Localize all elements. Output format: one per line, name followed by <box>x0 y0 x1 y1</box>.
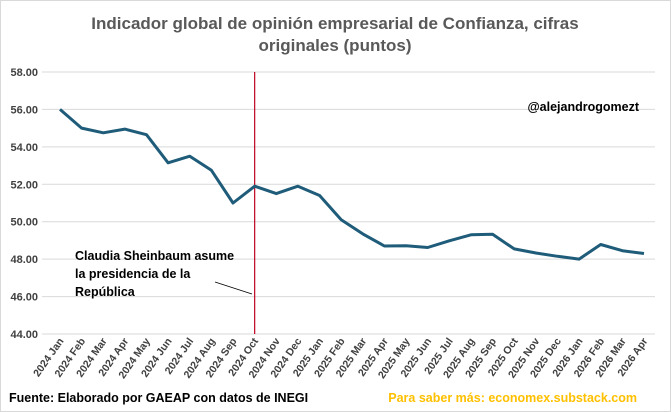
y-tick-label: 48.00 <box>10 254 38 266</box>
y-tick-label: 54.00 <box>10 142 38 154</box>
author-handle: @alejandrogomezt <box>527 100 639 114</box>
y-tick-label: 52.00 <box>10 179 38 191</box>
annotation-line-1: Claudia Sheinbaum asume <box>75 249 234 263</box>
y-tick-label: 44.00 <box>10 329 38 341</box>
chart-title-line-2: originales (puntos) <box>259 36 412 55</box>
y-tick-label: 46.00 <box>10 292 38 304</box>
y-axis-ticks: 44.00 46.00 48.00 50.00 52.00 54.00 56.00 58.00 <box>10 67 38 341</box>
chart-title-line-1: Indicador global de opinión empresarial … <box>91 14 578 33</box>
source-note: Fuente: Elaborado por GAEAP con datos de… <box>9 391 308 405</box>
more-info-link: Para saber más: economex.substack.com <box>388 391 637 405</box>
y-tick-label: 50.00 <box>10 217 38 229</box>
annotation-line-3: República <box>75 285 136 299</box>
gridlines <box>42 71 655 335</box>
y-tick-label: 56.00 <box>10 104 38 116</box>
y-tick-label: 58.00 <box>10 67 38 79</box>
series-line <box>59 108 645 261</box>
annotation-line-2: la presidencia de la <box>75 267 191 281</box>
annotation-leader-line <box>214 281 253 295</box>
